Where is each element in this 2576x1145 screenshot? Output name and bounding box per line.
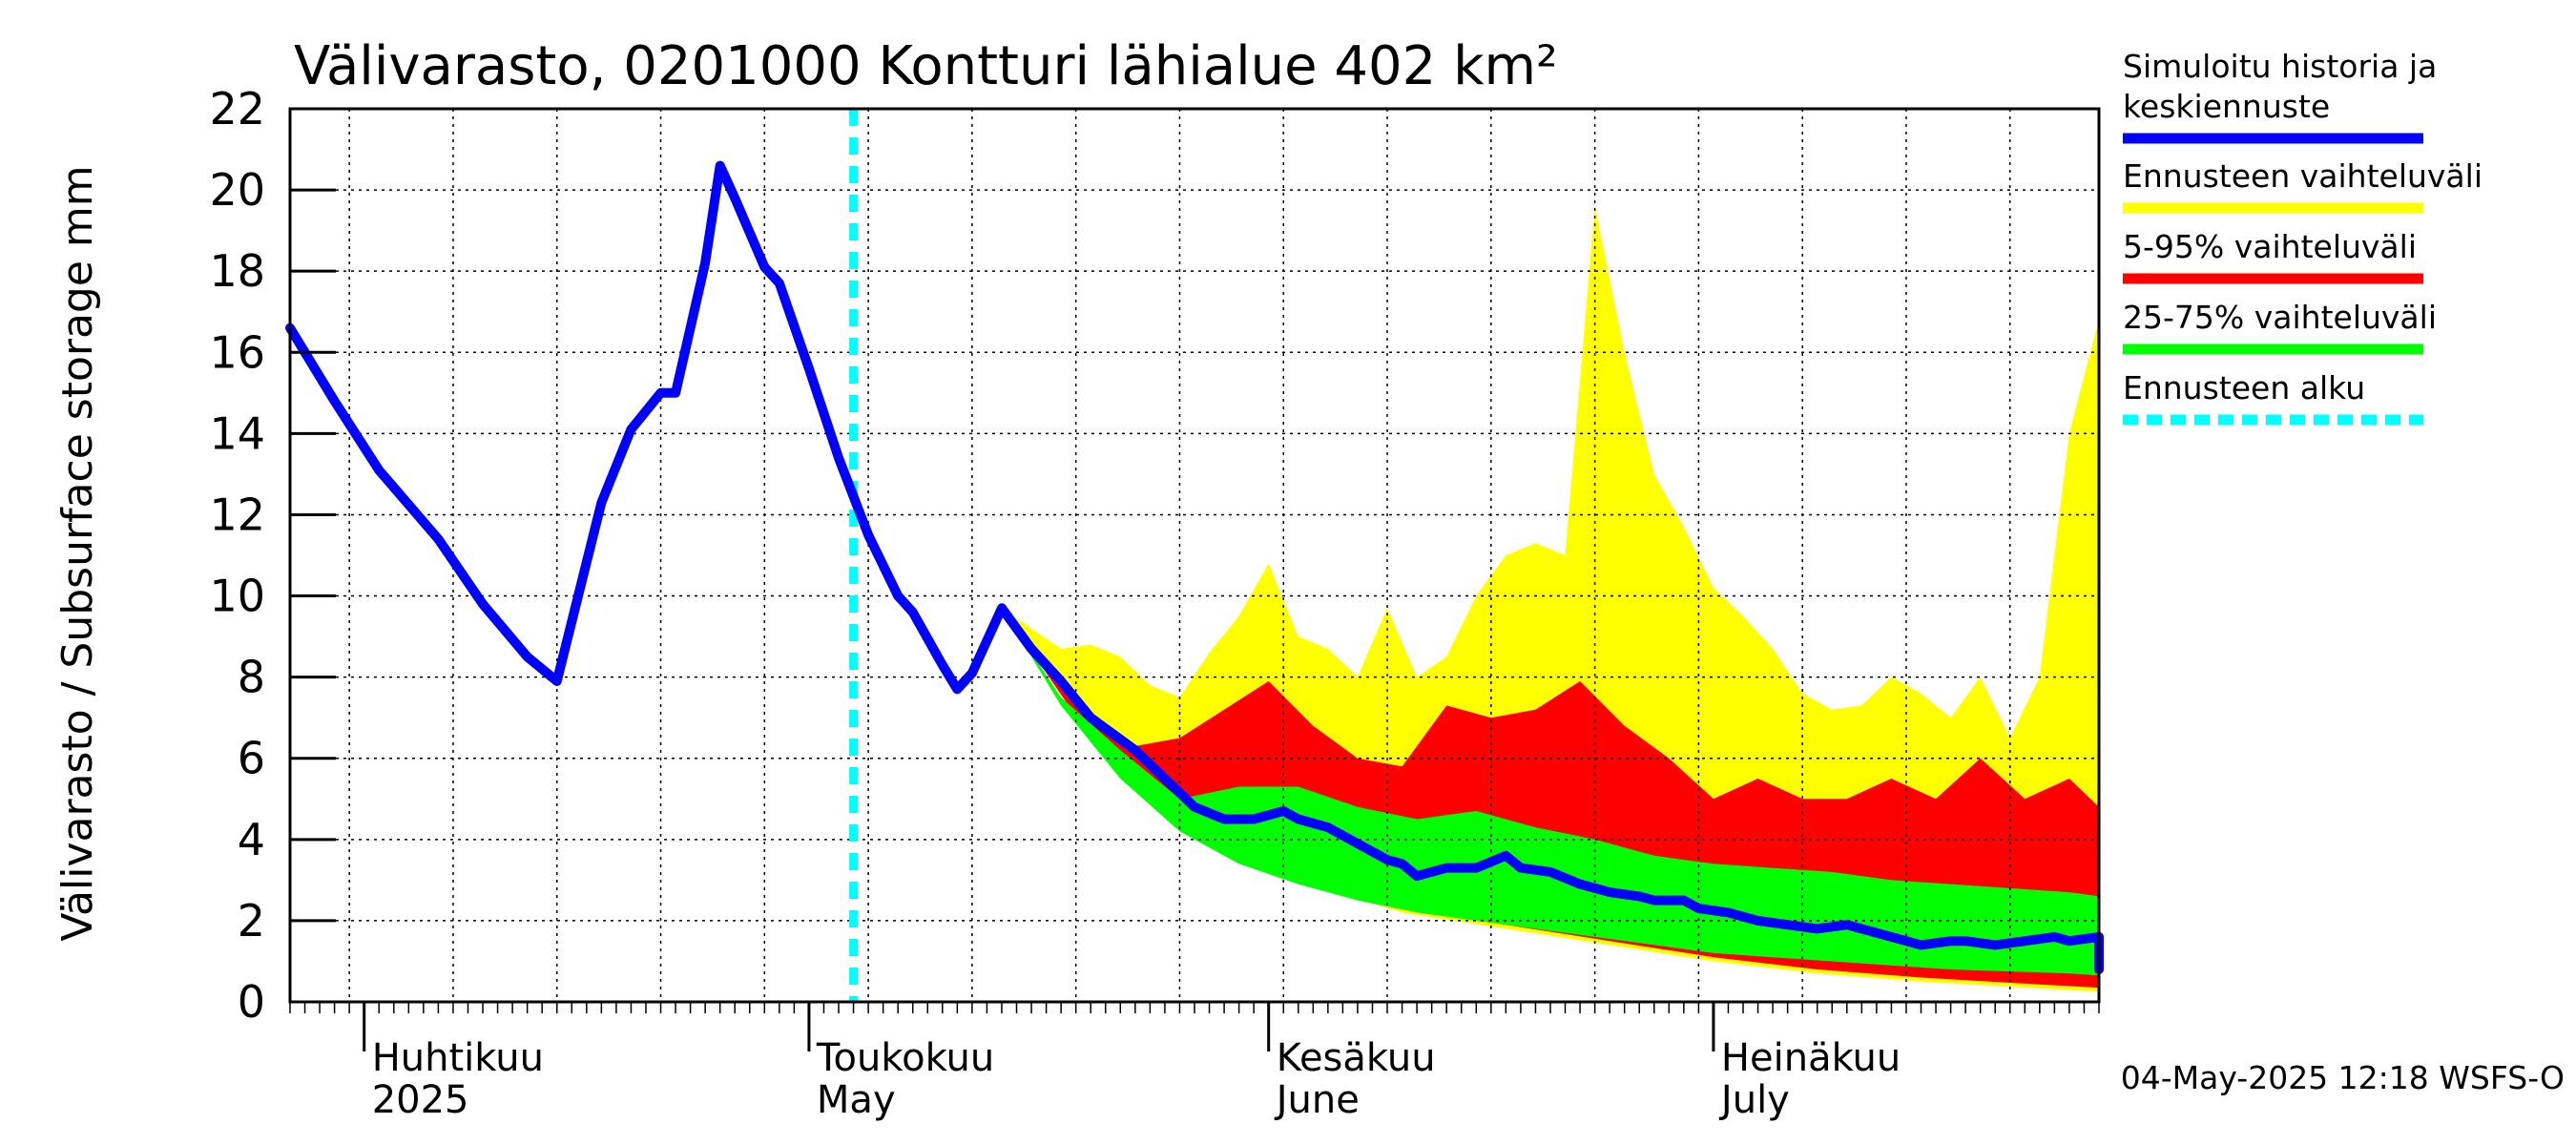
legend-label: 25-75% vaihteluväli — [2123, 299, 2437, 336]
range-area-25-75 — [1002, 608, 2099, 986]
x-month-label-fi: Toukokuu — [816, 1036, 994, 1080]
x-month-label-en: July — [1718, 1078, 1790, 1122]
y-tick-label: 4 — [238, 814, 265, 865]
legend-label: Ennusteen alku — [2123, 369, 2365, 406]
x-month-label-en: May — [817, 1078, 896, 1122]
y-tick-label: 12 — [209, 489, 265, 540]
legend-label: keskiennuste — [2123, 88, 2330, 125]
forecast-range-areas — [1002, 190, 2099, 1000]
y-tick-label: 14 — [209, 407, 265, 459]
y-tick-label: 20 — [209, 164, 265, 216]
x-month-label-en: June — [1274, 1078, 1360, 1122]
legend-label: Simuloitu historia ja — [2123, 48, 2437, 85]
x-month-label-fi: Heinäkuu — [1721, 1036, 1901, 1080]
y-tick-label: 6 — [238, 733, 265, 784]
x-month-label-fi: Huhtikuu — [372, 1036, 544, 1080]
y-tick-label: 10 — [209, 571, 265, 622]
y-axis: 0 2 4 6 8 10 12 14 16 18 20 22 — [209, 83, 336, 1028]
timestamp: 04-May-2025 12:18 WSFS-O — [2121, 1059, 2565, 1096]
y-tick-label: 0 — [238, 976, 265, 1028]
legend-label: 5-95% vaihteluväli — [2123, 228, 2417, 265]
y-tick-label: 22 — [209, 83, 265, 135]
y-axis-label: Välivarasto / Subsurface storage mm — [53, 165, 102, 941]
x-month-label-en: 2025 — [372, 1078, 469, 1122]
y-tick-label: 8 — [238, 652, 265, 703]
y-tick-label: 2 — [238, 895, 265, 947]
chart-title: Välivarasto, 0201000 Kontturi lähialue 4… — [294, 35, 1558, 97]
legend-label: Ennusteen vaihteluväli — [2123, 157, 2483, 195]
x-month-label-fi: Kesäkuu — [1277, 1036, 1436, 1080]
y-tick-label: 16 — [209, 326, 265, 378]
y-tick-label: 18 — [209, 245, 265, 297]
